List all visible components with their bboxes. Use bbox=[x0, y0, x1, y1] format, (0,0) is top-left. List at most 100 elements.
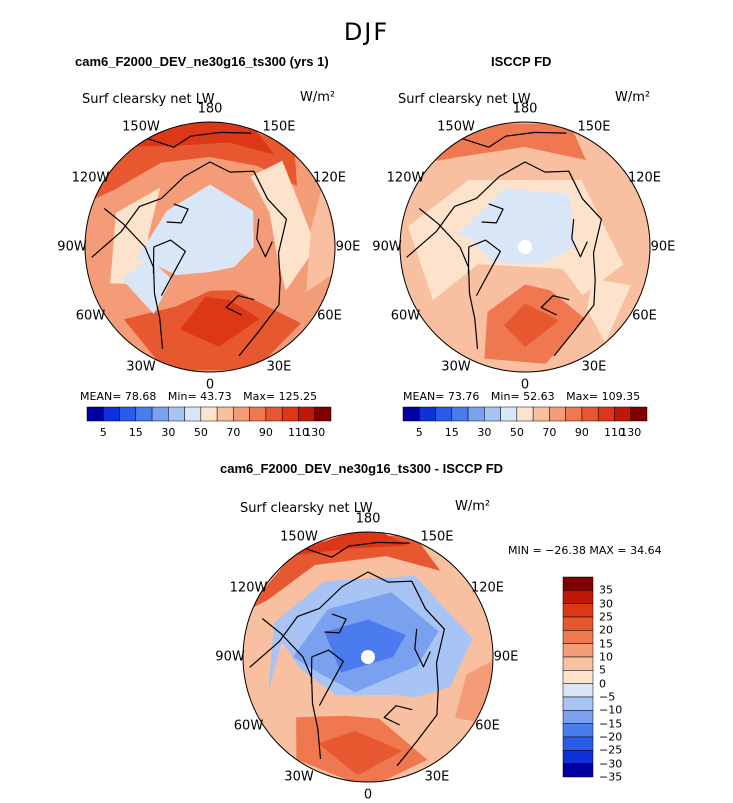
colorbar-swatch bbox=[516, 406, 534, 422]
lon-label: 60W bbox=[390, 308, 421, 324]
panel2-mean-label: MEAN= bbox=[403, 390, 445, 403]
pacific-core bbox=[125, 122, 275, 155]
lon-label: 120E bbox=[312, 170, 347, 186]
colorbar-tick-label: 70 bbox=[542, 426, 557, 439]
panel1-units: W/m² bbox=[300, 90, 336, 105]
lon-label: 0 bbox=[363, 787, 373, 803]
colorbar-tick-label: 15 bbox=[599, 637, 613, 651]
colorbar-swatch bbox=[200, 406, 218, 422]
panel1-colorbar bbox=[86, 406, 332, 422]
coastline bbox=[467, 239, 501, 296]
lon-label: 60W bbox=[233, 718, 264, 734]
colorbar-swatch bbox=[467, 406, 485, 422]
lon-label: 150E bbox=[420, 529, 454, 545]
colorbar-swatch bbox=[562, 763, 594, 778]
lon-label: 0 bbox=[520, 377, 530, 393]
panel3-variable: Surf clearsky net LW bbox=[240, 501, 373, 516]
colorbar-tick-label: 20 bbox=[599, 623, 613, 637]
season-title: DJF bbox=[343, 18, 390, 46]
coastline bbox=[414, 628, 431, 668]
lon-label: 150W bbox=[437, 119, 475, 135]
panel3-map bbox=[242, 531, 494, 783]
colorbar-swatch bbox=[451, 406, 469, 422]
lon-label: 60E bbox=[475, 718, 500, 734]
colorbar-swatch bbox=[562, 656, 594, 671]
colorbar-tick-label: 50 bbox=[509, 426, 524, 439]
panel3-stats: MIN = −26.38 MAX = 34.64 bbox=[508, 544, 662, 557]
colorbar-swatch bbox=[168, 406, 185, 422]
lon-label: 90E bbox=[335, 239, 361, 255]
coastline bbox=[383, 705, 413, 726]
lon-label: 180 bbox=[355, 511, 381, 527]
colorbar-tick-label: 90 bbox=[574, 426, 589, 439]
lon-label: 120W bbox=[71, 170, 110, 186]
colorbar-swatch bbox=[249, 406, 267, 422]
panel2-map bbox=[399, 121, 651, 373]
colorbar-tick-label: −15 bbox=[599, 717, 623, 731]
colorbar-swatch bbox=[562, 683, 594, 698]
panel1-min-label: Min= bbox=[167, 390, 197, 403]
siberia-light bbox=[250, 160, 317, 291]
atlantic-core bbox=[318, 730, 403, 776]
colorbar-swatch bbox=[135, 406, 153, 422]
pole-missing-data bbox=[361, 650, 375, 664]
coastline bbox=[91, 161, 287, 357]
map-border bbox=[84, 121, 336, 373]
colorbar-swatch bbox=[562, 603, 594, 618]
greenland-cold bbox=[121, 257, 172, 314]
pacific-warm bbox=[424, 123, 586, 163]
lon-label: 120E bbox=[470, 580, 505, 596]
coastline bbox=[225, 295, 255, 316]
pacific-core bbox=[283, 532, 409, 557]
colorbar-swatch bbox=[565, 406, 583, 422]
lon-label: 60E bbox=[632, 308, 657, 324]
colorbar-tick-label: −10 bbox=[599, 703, 623, 717]
lon-label: 150E bbox=[262, 119, 296, 135]
colorbar-tick-label: −25 bbox=[599, 743, 623, 757]
colorbar-swatch bbox=[419, 406, 436, 422]
colorbar-swatch bbox=[562, 723, 594, 738]
colorbar-tick-label: 25 bbox=[599, 610, 613, 624]
lon-label: 0 bbox=[205, 377, 215, 393]
colorbar-tick-label: −5 bbox=[599, 690, 616, 704]
colorbar-tick-label: 130 bbox=[620, 426, 642, 439]
lon-label: 150E bbox=[577, 119, 611, 135]
atlantic-core bbox=[504, 303, 560, 347]
colorbar-tick-label: 10 bbox=[599, 650, 613, 664]
colorbar-tick-label: 5 bbox=[599, 663, 606, 677]
east-siberia-warm bbox=[455, 657, 493, 723]
colorbar-swatch bbox=[597, 406, 615, 422]
panel1-title: cam6_F2000_DEV_ne30g16_ts300 (yrs 1) bbox=[75, 54, 329, 69]
colorbar-tick-label: 0 bbox=[599, 677, 606, 691]
coastline bbox=[462, 131, 567, 148]
colorbar-tick-label: 15 bbox=[444, 426, 459, 439]
lon-label: 150W bbox=[280, 529, 318, 545]
lon-label: 30W bbox=[441, 359, 471, 374]
lon-label: 30E bbox=[581, 359, 607, 374]
panel1-stats: MEAN= 78.68 Min= 43.73 Max= 125.25 bbox=[80, 390, 317, 403]
panel2-colorbar bbox=[402, 406, 648, 422]
colorbar-swatch bbox=[184, 406, 202, 422]
colorbar-tick-label: 30 bbox=[477, 426, 492, 439]
colorbar-swatch bbox=[549, 406, 566, 422]
colorbar-swatch bbox=[216, 406, 234, 422]
panel1-mean-label: MEAN= bbox=[80, 390, 122, 403]
lon-label: 90W bbox=[215, 649, 245, 665]
lon-label: 60E bbox=[317, 308, 342, 324]
panel2-stats: MEAN= 73.76 Min= 52.63 Max= 109.35 bbox=[403, 390, 640, 403]
colorbar-tick-label: 35 bbox=[599, 583, 613, 597]
colorbar-swatch bbox=[630, 406, 648, 422]
colorbar-swatch bbox=[314, 406, 332, 422]
lon-label: 90E bbox=[493, 649, 519, 665]
lon-label: 120W bbox=[229, 580, 268, 596]
panel1-map bbox=[84, 121, 336, 373]
cold-center bbox=[324, 619, 406, 673]
colorbar-swatch bbox=[581, 406, 599, 422]
colorbar-swatch bbox=[562, 643, 594, 658]
east-asia-light bbox=[306, 181, 335, 292]
coastline bbox=[152, 239, 186, 296]
coastline bbox=[324, 613, 347, 634]
colorbar-tick-label: 5 bbox=[99, 426, 107, 439]
colorbar-swatch bbox=[562, 616, 594, 631]
colorbar-tick-label: 5 bbox=[415, 426, 423, 439]
